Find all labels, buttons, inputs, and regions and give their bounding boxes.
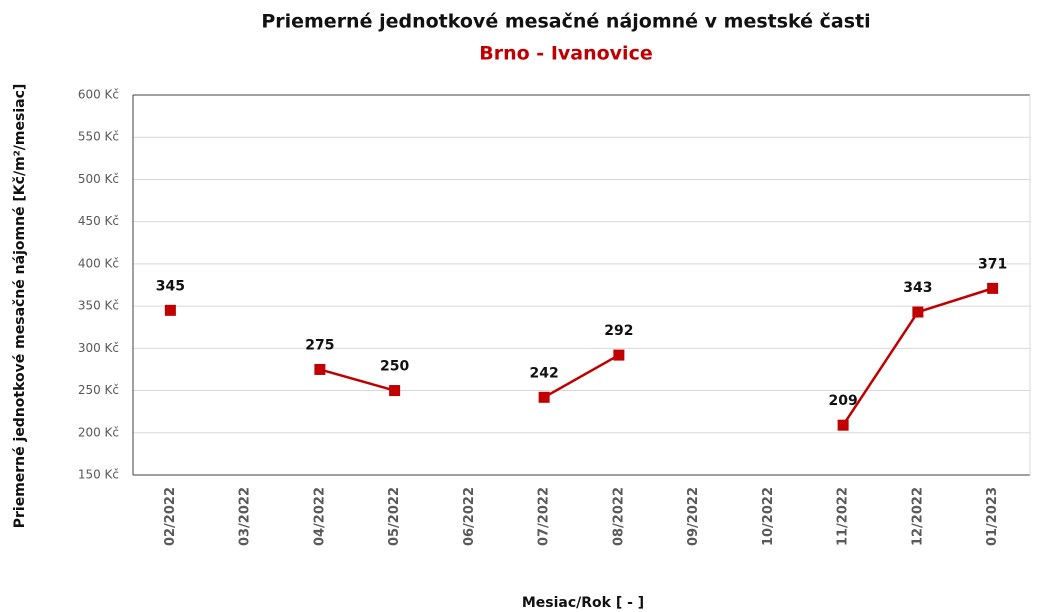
x-axis-title: Mesiac/Rok [ - ] (522, 595, 644, 611)
data-label: 242 (530, 365, 559, 381)
y-tick-label: 250 Kč (78, 383, 119, 397)
marker (538, 391, 550, 403)
x-tick-label: 11/2022 (836, 487, 851, 546)
chart-subtitle: Brno - Ivanovice (479, 43, 652, 65)
y-tick-label: 600 Kč (78, 88, 119, 102)
y-tick-label: 450 Kč (78, 214, 119, 228)
line (543, 354, 620, 399)
y-tick-label: 150 Kč (78, 468, 119, 482)
data-label: 250 (380, 359, 409, 375)
data-label: 209 (829, 393, 858, 409)
marker (314, 363, 326, 375)
data-label: 345 (156, 278, 185, 294)
x-tick-label: 04/2022 (312, 487, 327, 546)
x-tick-label: 03/2022 (238, 487, 253, 546)
x-tick-label: 07/2022 (537, 487, 552, 546)
x-tick-label: 12/2022 (910, 487, 925, 546)
x-tick-label: 09/2022 (686, 487, 701, 546)
data-label: 292 (604, 323, 633, 339)
x-tick-label: 10/2022 (761, 487, 776, 546)
x-tick-label: 05/2022 (387, 487, 402, 546)
x-tick-label: 08/2022 (611, 487, 626, 546)
y-tick-label: 300 Kč (78, 341, 119, 355)
data-label: 275 (305, 337, 334, 353)
marker (987, 282, 999, 294)
y-tick-label: 400 Kč (78, 256, 119, 270)
y-tick-label: 200 Kč (78, 425, 119, 439)
marker (837, 419, 849, 431)
marker (389, 385, 401, 397)
data-label: 371 (978, 256, 1007, 272)
marker (912, 306, 924, 318)
y-tick-label: 550 Kč (78, 130, 119, 144)
x-tick-label: 06/2022 (462, 487, 477, 546)
x-tick-label: 02/2022 (163, 487, 178, 546)
x-tick-label: 01/2023 (985, 487, 1000, 546)
y-tick-label: 350 Kč (78, 299, 119, 313)
chart-title: Priemerné jednotkové mesačné nájomné v m… (261, 11, 870, 33)
marker (613, 349, 625, 361)
y-axis-title: Priemerné jednotkové mesačné nájomné [Kč… (12, 84, 28, 529)
y-tick-label: 500 Kč (78, 172, 119, 186)
line (319, 368, 395, 392)
marker (164, 304, 176, 316)
data-label: 343 (903, 280, 932, 296)
